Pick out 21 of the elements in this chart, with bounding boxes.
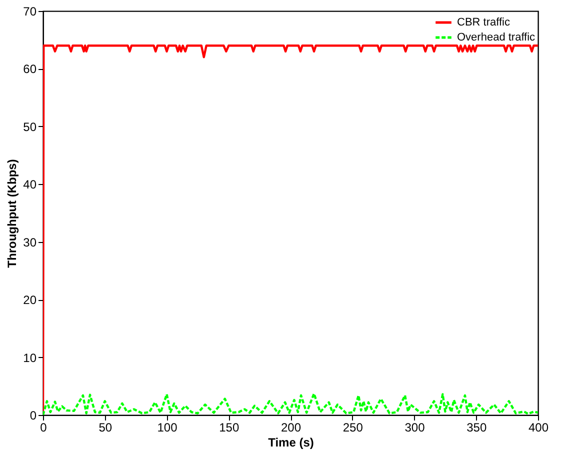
x-tick-label: 150 [219, 420, 240, 434]
legend-label: Overhead traffic [457, 32, 536, 44]
x-tick-label: 50 [98, 420, 112, 434]
y-tick-label: 40 [23, 178, 37, 192]
x-tick-label: 300 [404, 420, 426, 434]
y-tick-label: 20 [23, 293, 37, 308]
x-tick-label: 200 [280, 420, 302, 434]
y-tick-label: 0 [30, 408, 37, 422]
legend-label: CBR traffic [457, 16, 510, 28]
y-tick-label: 10 [23, 350, 37, 365]
x-axis-title: Time (s) [268, 436, 314, 450]
x-tick-label: 250 [342, 420, 364, 434]
x-tick-label: 0 [40, 420, 48, 434]
y-tick-label: 30 [23, 235, 37, 250]
x-tick-label: 400 [528, 420, 549, 434]
y-tick-label: 70 [23, 4, 37, 18]
y-tick-label: 60 [23, 62, 37, 76]
x-tick-label: 100 [157, 420, 178, 434]
y-tick-label: 50 [23, 120, 37, 134]
x-tick-label: 350 [466, 420, 487, 434]
y-axis-title: Throughput (Kbps) [5, 159, 20, 268]
